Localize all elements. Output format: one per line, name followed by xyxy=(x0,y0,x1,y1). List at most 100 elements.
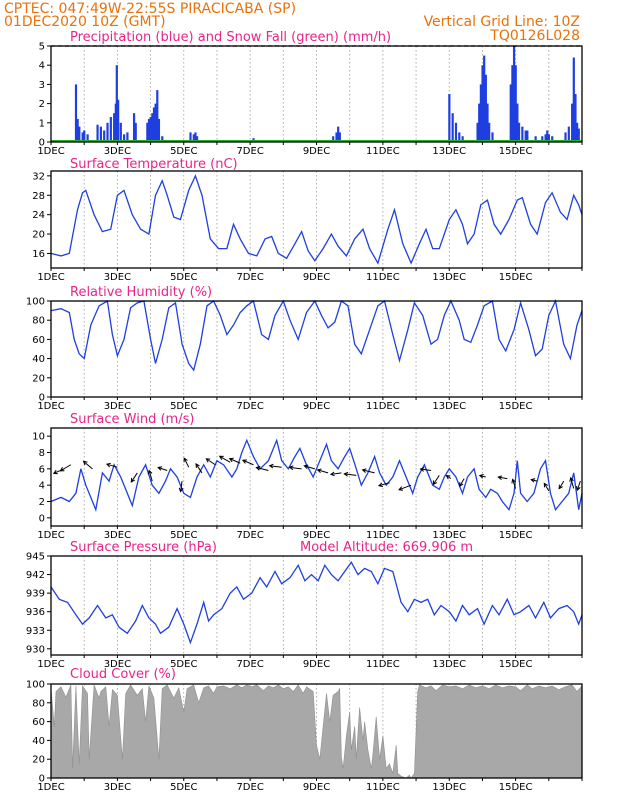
precip-bar xyxy=(152,107,156,142)
grid-lines xyxy=(83,556,550,655)
plot-frame xyxy=(50,170,583,269)
x-tick-label: 5DEC xyxy=(170,272,197,283)
x-tick-label: 3DEC xyxy=(104,659,131,670)
y-tick-label: 20 xyxy=(32,230,45,241)
precip-bar xyxy=(123,134,126,142)
precip-bar xyxy=(534,136,537,142)
y-axis: 0 1 2 3 4 5 xyxy=(39,42,51,149)
wind-vector xyxy=(304,465,315,470)
wind-vector-head xyxy=(218,455,224,460)
wind-vector-head xyxy=(205,458,211,463)
x-tick-label: 9DEC xyxy=(303,782,330,793)
precip-bar xyxy=(517,122,521,142)
precip-bar xyxy=(74,84,78,142)
x-tick-label: 9DEC xyxy=(303,659,330,670)
y-tick-label: 32 xyxy=(32,171,45,182)
x-tick-label: 15DEC xyxy=(499,272,533,283)
wind-vector-head xyxy=(147,469,153,475)
x-tick-label: 11DEC xyxy=(366,659,400,670)
x-tick-label: 9DEC xyxy=(303,530,330,541)
wind-vector xyxy=(498,476,508,480)
x-tick-label: 13DEC xyxy=(432,272,466,283)
x-tick-label: 3DEC xyxy=(104,401,131,412)
x-tick-label: 15DEC xyxy=(499,659,533,670)
plot-frame xyxy=(50,45,583,143)
wind-vector-head xyxy=(157,466,163,471)
precip-bar xyxy=(151,113,154,142)
precip-bar xyxy=(86,134,89,142)
grid-lines xyxy=(83,301,550,397)
precip-bar xyxy=(78,126,81,142)
x-tick-label: 7DEC xyxy=(236,530,263,541)
wind-vector xyxy=(570,477,575,489)
wind-vector-head xyxy=(241,459,247,464)
y-tick-label: 945 xyxy=(26,552,45,563)
precip-bar xyxy=(461,136,464,142)
y-tick-label: 0 xyxy=(39,138,45,149)
precip-bar xyxy=(194,132,197,142)
precip-bar xyxy=(547,134,551,142)
precip-bar xyxy=(109,117,112,142)
wind-vector-head xyxy=(82,460,88,466)
x-tick-label: 7DEC xyxy=(236,401,263,412)
precip-bar xyxy=(119,122,122,142)
temp-line xyxy=(50,174,583,265)
x-axis: 1DEC 3DEC 5DEC 7DEC 9DEC 11DEC 13DEC 15DEC xyxy=(37,397,583,412)
wind-vector xyxy=(229,458,241,464)
precip-bar xyxy=(576,122,579,142)
precip-bar xyxy=(189,132,192,142)
x-tick-label: 11DEC xyxy=(366,782,400,793)
panel-wind: Surface Wind (m/s) 0 2 4 6 8 10 1DEC 3DEC 5DEC 7DE… xyxy=(32,412,583,541)
precip-bar xyxy=(512,46,516,142)
wind-vector-head xyxy=(398,486,404,491)
x-tick-label: 11DEC xyxy=(366,272,400,283)
panel-cloud: Cloud Cover (%) 0 20 40 60 80 100 1DEC 3DEC 5DEC 7… xyxy=(26,667,583,793)
precip-bar xyxy=(76,118,79,142)
y-tick-label: 6 xyxy=(39,464,45,475)
y-tick-label: 933 xyxy=(26,626,45,637)
wind-vector xyxy=(106,463,118,468)
y-tick-label: 1 xyxy=(39,118,45,129)
panel-pres: Surface Pressure (hPa) Model Altitude: 66… xyxy=(26,540,583,670)
x-tick-label: 3DEC xyxy=(104,272,131,283)
precip-bar xyxy=(516,103,519,142)
x-tick-label: 3DEC xyxy=(104,782,131,793)
precip-bar xyxy=(156,90,159,142)
y-tick-label: 20 xyxy=(32,755,45,766)
precip-bar xyxy=(149,117,152,142)
wind-line xyxy=(50,438,583,513)
precip-bar xyxy=(96,124,99,142)
x-axis: 1DEC 3DEC 5DEC 7DEC 9DEC 11DEC 13DEC 15DEC xyxy=(37,142,583,157)
precip-bar xyxy=(134,122,137,142)
wind-vector-head xyxy=(432,480,438,486)
wind-vector xyxy=(206,458,216,466)
precip-bars xyxy=(74,46,580,142)
x-tick-label: 7DEC xyxy=(236,146,263,157)
x-tick-label: 5DEC xyxy=(170,401,197,412)
y-tick-label: 60 xyxy=(32,717,45,728)
y-tick-label: 0 xyxy=(39,513,45,524)
precip-bar xyxy=(476,122,479,142)
wind-vector xyxy=(543,483,550,492)
wind-vector xyxy=(148,470,153,482)
wind-vector-head xyxy=(329,471,335,477)
y-tick-label: 4 xyxy=(39,61,45,72)
y-tick-label: 0 xyxy=(39,774,45,785)
wind-vector-head xyxy=(530,478,536,483)
wind-vector xyxy=(256,466,269,471)
wind-vector xyxy=(378,482,390,487)
wind-vector xyxy=(317,469,329,474)
precip-bar xyxy=(521,126,524,142)
precip-bar xyxy=(147,118,151,142)
x-tick-label: 13DEC xyxy=(432,146,466,157)
precip-bar xyxy=(192,134,195,142)
precip-bar xyxy=(154,103,157,142)
y-tick-label: 4 xyxy=(39,481,45,492)
wind-vector xyxy=(558,480,565,489)
wind-vector-head xyxy=(288,465,294,471)
wind-vector xyxy=(289,466,302,470)
wind-vector xyxy=(219,455,231,463)
header-run-time: 01DEC2020 10Z (GMT) xyxy=(4,14,166,30)
x-axis: 1DEC 3DEC 5DEC 7DEC 9DEC 11DEC 13DEC 15DEC xyxy=(37,526,583,541)
x-axis: 1DEC 3DEC 5DEC 7DEC 9DEC 11DEC 13DEC 15DEC xyxy=(37,268,583,283)
